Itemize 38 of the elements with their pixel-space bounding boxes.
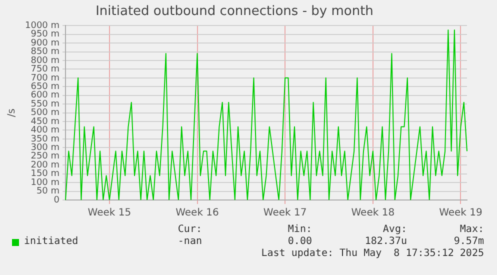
text: Max: (458, 224, 484, 236)
y-tick-label: 800 m (30, 56, 60, 66)
text: Min: (286, 224, 312, 236)
text: Last update: Thu May 8 17:35:12 2025 (260, 248, 484, 260)
text: 9.57m (452, 236, 484, 248)
y-tick-label: 50 m (36, 186, 60, 197)
x-tick-label: Week 17 (263, 208, 307, 219)
y-tick-label: 850 m (30, 47, 60, 58)
x-tick-label: Week 18 (351, 208, 395, 219)
y-tick-label: 650 m (30, 82, 60, 92)
y-tick-label: 500 m (30, 108, 60, 118)
y-tick-label: 250 m (30, 152, 60, 162)
text: 182.37u (364, 236, 407, 248)
y-tick-label: 550 m (30, 99, 60, 110)
y-tick-label: 150 m (30, 169, 60, 180)
y-tick-label: 700 m (30, 73, 60, 84)
y-tick-label: 750 m (30, 64, 60, 75)
y-tick-label: 1000 m (24, 20, 60, 31)
legend-label: initiated (24, 236, 78, 248)
text: Cur: (176, 224, 202, 236)
y-tick-label: 200 m (30, 160, 60, 170)
y-tick-label: 950 m (30, 30, 60, 40)
y-tick-label: 400 m (30, 126, 60, 136)
chart-title: Initiated outbound connections - by month (96, 4, 374, 20)
y-tick-label: 600 m (30, 90, 60, 101)
text: -nan (176, 236, 202, 248)
text: 0.00 (286, 236, 312, 248)
y-tick-label: 450 m (30, 116, 60, 127)
x-tick-label: Week 15 (88, 208, 132, 219)
y-tick-label: 350 m (30, 134, 60, 144)
y-tick-label: 900 m (30, 38, 60, 48)
x-tick-label: Week 16 (176, 208, 219, 219)
y-tick-label: 100 m (30, 178, 60, 188)
y-tick-label: 0 (54, 195, 60, 206)
y-axis-title: /s (6, 108, 18, 118)
y-tick-label: 300 m (30, 143, 60, 154)
x-tick-label: Week 19 (439, 208, 482, 219)
text: Avg: (382, 224, 407, 236)
